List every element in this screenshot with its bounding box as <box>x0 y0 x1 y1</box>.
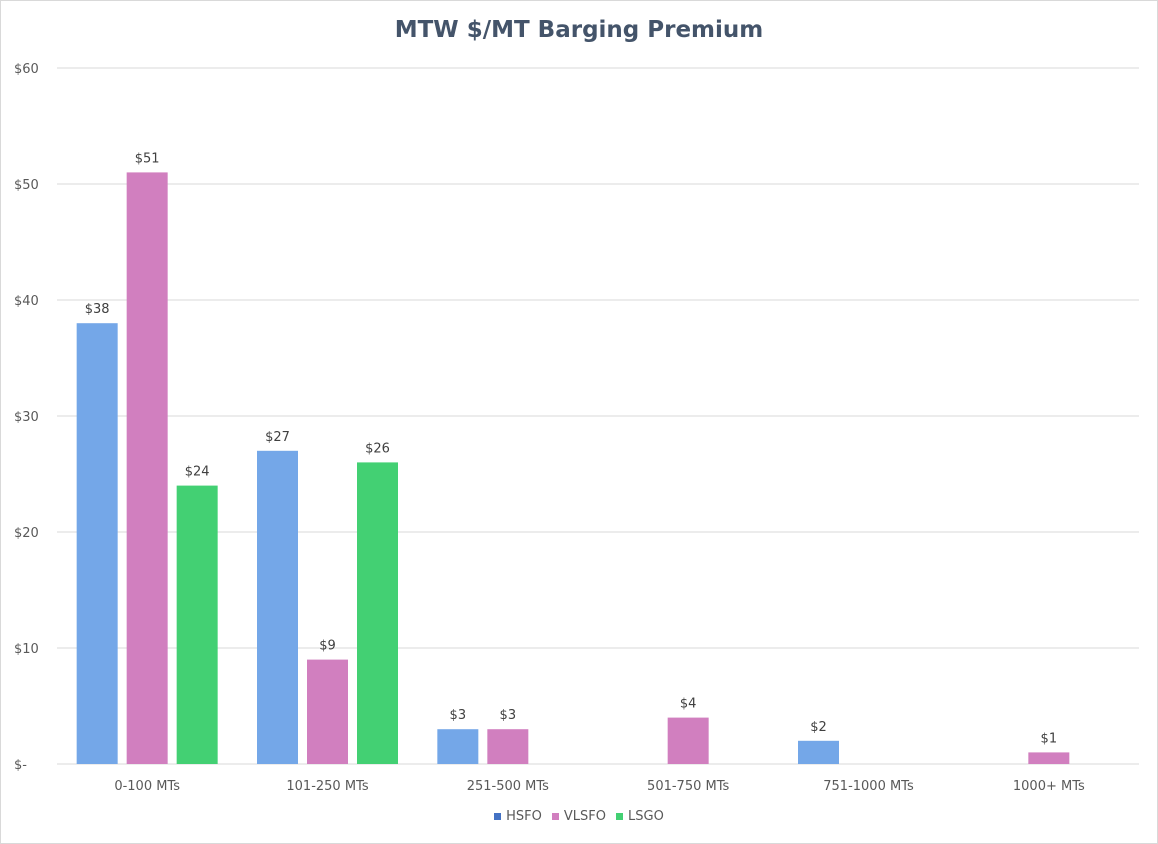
data-label: $1 <box>1041 731 1058 746</box>
x-tick-label: 751-1000 MTs <box>823 779 914 794</box>
x-tick-label: 501-750 MTs <box>647 779 729 794</box>
legend-swatch-vlsfo <box>551 813 559 820</box>
x-tick-label: 251-500 MTs <box>467 779 549 794</box>
data-label: $24 <box>185 465 210 480</box>
bar-vlsfo <box>487 729 529 764</box>
data-label: $3 <box>500 708 517 723</box>
data-label: $51 <box>135 151 160 166</box>
data-label: $26 <box>365 441 390 456</box>
data-label: $38 <box>85 302 110 317</box>
bar-vlsfo <box>307 659 348 764</box>
bar-hsfo <box>257 450 298 764</box>
legend-item-hsfo: HSFO <box>494 809 542 824</box>
y-tick-label: $40 <box>14 294 39 309</box>
data-label: $2 <box>810 720 827 735</box>
y-tick-label: $- <box>14 758 27 773</box>
legend-item-lsgo: LSGO <box>616 809 664 824</box>
y-tick-label: $30 <box>14 410 39 425</box>
y-tick-label: $60 <box>14 62 39 77</box>
legend-swatch-lsgo <box>616 813 624 820</box>
bar-lsgo <box>357 462 398 764</box>
x-tick-label: 1000+ MTs <box>1013 779 1085 794</box>
bar-lsgo <box>176 485 218 764</box>
bar-vlsfo <box>667 717 709 764</box>
legend: HSFO VLSFO LSGO <box>0 809 1158 824</box>
bar-vlsfo <box>1028 752 1070 764</box>
legend-swatch-hsfo <box>494 813 502 820</box>
data-label: $3 <box>450 708 467 723</box>
bar-hsfo <box>76 323 118 764</box>
legend-item-vlsfo: VLSFO <box>551 809 607 824</box>
data-label: $9 <box>319 639 336 654</box>
legend-label-vlsfo: VLSFO <box>563 809 607 824</box>
bar-hsfo <box>437 729 479 764</box>
legend-label-lsgo: LSGO <box>628 809 664 824</box>
y-tick-label: $20 <box>14 526 39 541</box>
data-label: $4 <box>680 697 697 712</box>
x-tick-label: 0-100 MTs <box>114 779 180 794</box>
x-tick-label: 101-250 MTs <box>286 779 368 794</box>
bar-vlsfo <box>126 172 168 764</box>
chart-title: MTW $/MT Barging Premium <box>394 17 764 43</box>
y-tick-label: $50 <box>14 178 39 193</box>
legend-label-hsfo: HSFO <box>506 809 542 824</box>
y-tick-label: $10 <box>14 642 39 657</box>
bar-hsfo <box>798 740 839 764</box>
data-label: $27 <box>265 430 290 445</box>
